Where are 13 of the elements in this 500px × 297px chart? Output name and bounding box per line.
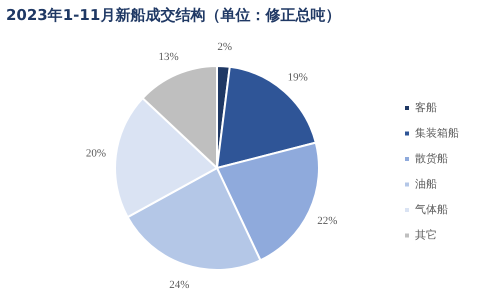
data-label: 24% — [169, 279, 190, 292]
legend-label: 散货船 — [415, 152, 448, 165]
data-label: 20% — [86, 148, 106, 160]
data-label: 19% — [288, 71, 308, 84]
data-label: 13% — [158, 51, 179, 64]
legend-label: 客船 — [415, 101, 437, 114]
legend-label: 油船 — [415, 178, 437, 190]
legend-label: 其它 — [415, 228, 437, 242]
legend-label: 集装箱船 — [415, 126, 459, 140]
chart-title: 2023年1-11月新船成交结构（单位：修正总吨） — [6, 6, 340, 24]
data-label: 22% — [317, 214, 338, 227]
data-label: 2% — [217, 41, 232, 54]
legend-label: 气体船 — [415, 203, 448, 216]
